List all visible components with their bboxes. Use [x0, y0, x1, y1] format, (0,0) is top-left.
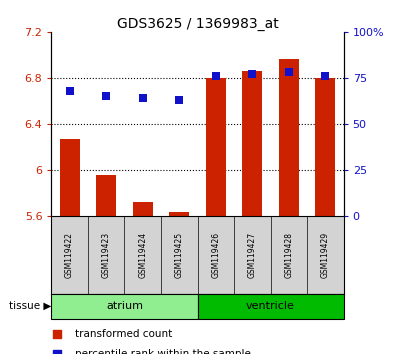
Point — [103, 93, 109, 99]
Title: GDS3625 / 1369983_at: GDS3625 / 1369983_at — [117, 17, 278, 31]
Bar — [51, 294, 198, 319]
Bar — [315, 78, 335, 216]
Text: GSM119429: GSM119429 — [321, 232, 330, 278]
Text: GSM119423: GSM119423 — [102, 232, 111, 278]
Bar — [198, 294, 344, 319]
Point — [66, 88, 73, 93]
Point — [286, 69, 292, 75]
Text: GSM119426: GSM119426 — [211, 232, 220, 278]
Bar — [206, 78, 226, 216]
Bar — [133, 202, 153, 216]
Bar — [279, 59, 299, 216]
Point — [322, 73, 329, 79]
Text: tissue ▶: tissue ▶ — [9, 301, 51, 311]
Text: GSM119427: GSM119427 — [248, 232, 257, 278]
Point — [54, 351, 60, 354]
Text: GSM119424: GSM119424 — [138, 232, 147, 278]
Text: GSM119422: GSM119422 — [65, 232, 74, 278]
Bar — [169, 212, 189, 216]
Text: percentile rank within the sample: percentile rank within the sample — [75, 349, 250, 354]
Text: transformed count: transformed count — [75, 329, 172, 339]
Text: GSM119428: GSM119428 — [284, 232, 293, 278]
Text: GSM119425: GSM119425 — [175, 232, 184, 278]
Text: atrium: atrium — [106, 301, 143, 311]
Point — [54, 331, 60, 337]
Bar — [60, 139, 80, 216]
Text: ventricle: ventricle — [246, 301, 295, 311]
Bar — [242, 71, 262, 216]
Point — [249, 72, 256, 77]
Bar — [96, 175, 116, 216]
Point — [176, 97, 182, 103]
Point — [213, 73, 219, 79]
Point — [139, 95, 146, 101]
